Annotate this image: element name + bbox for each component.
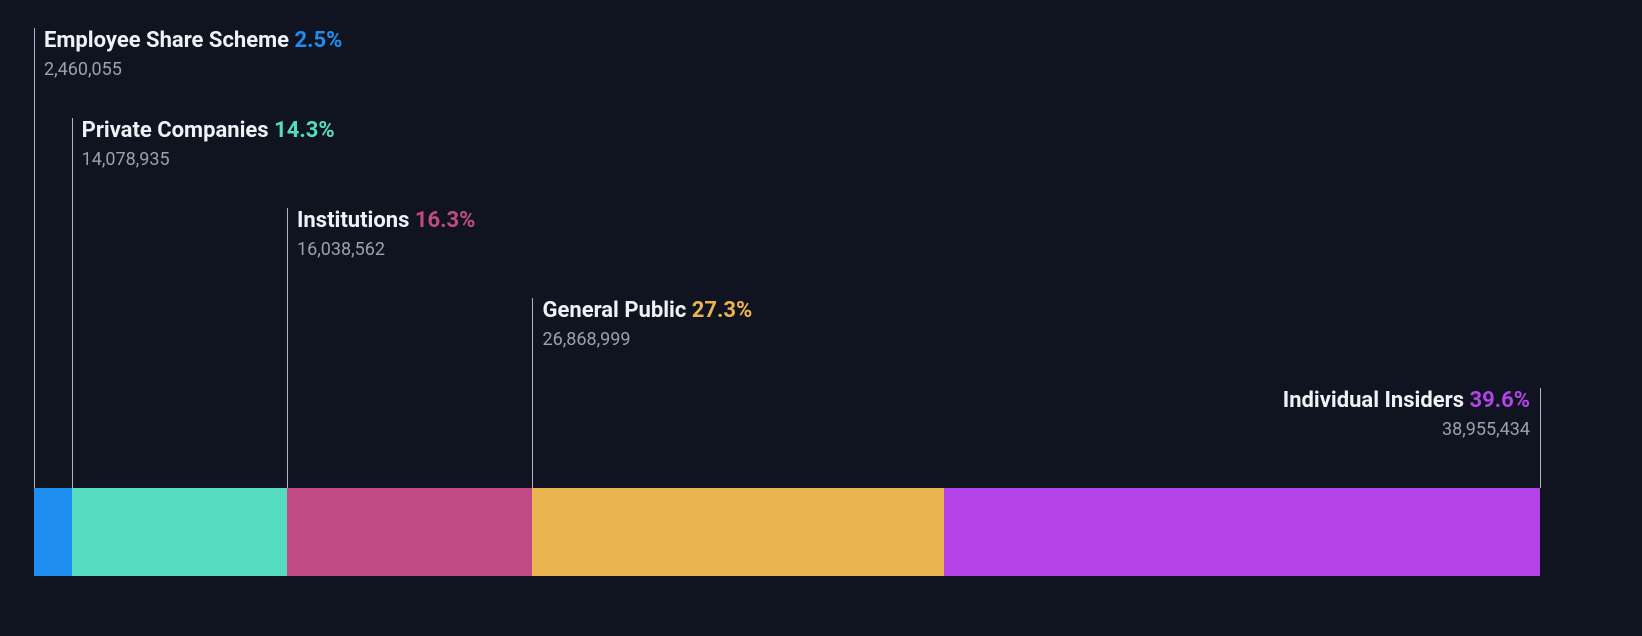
leader-general-public [532, 298, 533, 488]
label-individual-insiders: Individual Insiders 39.6% 38,955,434 [1283, 388, 1530, 440]
label-percent-employee-share-scheme: 2.5% [295, 28, 343, 53]
bar-segment-individual-insiders[interactable] [944, 488, 1540, 576]
bar-segment-private-companies[interactable] [72, 488, 287, 576]
bar-track [34, 488, 1540, 576]
label-percent-institutions: 16.3% [415, 208, 476, 233]
label-private-companies: Private Companies 14.3% 14,078,935 [82, 118, 335, 170]
label-title-institutions: Institutions [297, 208, 409, 233]
leader-individual-insiders [1540, 388, 1541, 488]
label-percent-general-public: 27.3% [692, 298, 753, 323]
label-value-private-companies: 14,078,935 [82, 149, 335, 170]
bar-segment-general-public[interactable] [532, 488, 943, 576]
label-general-public: General Public 27.3% 26,868,999 [542, 298, 752, 350]
label-value-general-public: 26,868,999 [542, 329, 752, 350]
leader-institutions [287, 208, 288, 488]
label-institutions: Institutions 16.3% 16,038,562 [297, 208, 475, 260]
label-value-institutions: 16,038,562 [297, 239, 475, 260]
label-title-private-companies: Private Companies [82, 118, 269, 143]
leader-private-companies [72, 118, 73, 488]
label-percent-private-companies: 14.3% [274, 118, 335, 143]
bar-segment-institutions[interactable] [287, 488, 532, 576]
label-title-general-public: General Public [542, 298, 686, 323]
label-percent-individual-insiders: 39.6% [1469, 388, 1530, 413]
label-value-individual-insiders: 38,955,434 [1283, 419, 1530, 440]
label-title-individual-insiders: Individual Insiders [1283, 388, 1464, 413]
ownership-chart: Employee Share Scheme 2.5% 2,460,055 Priva… [0, 0, 1642, 636]
label-value-employee-share-scheme: 2,460,055 [44, 59, 342, 80]
leader-employee-share-scheme [34, 28, 35, 488]
label-title-employee-share-scheme: Employee Share Scheme [44, 28, 289, 53]
label-employee-share-scheme: Employee Share Scheme 2.5% 2,460,055 [44, 28, 342, 80]
bar-segment-employee-share-scheme[interactable] [34, 488, 72, 576]
